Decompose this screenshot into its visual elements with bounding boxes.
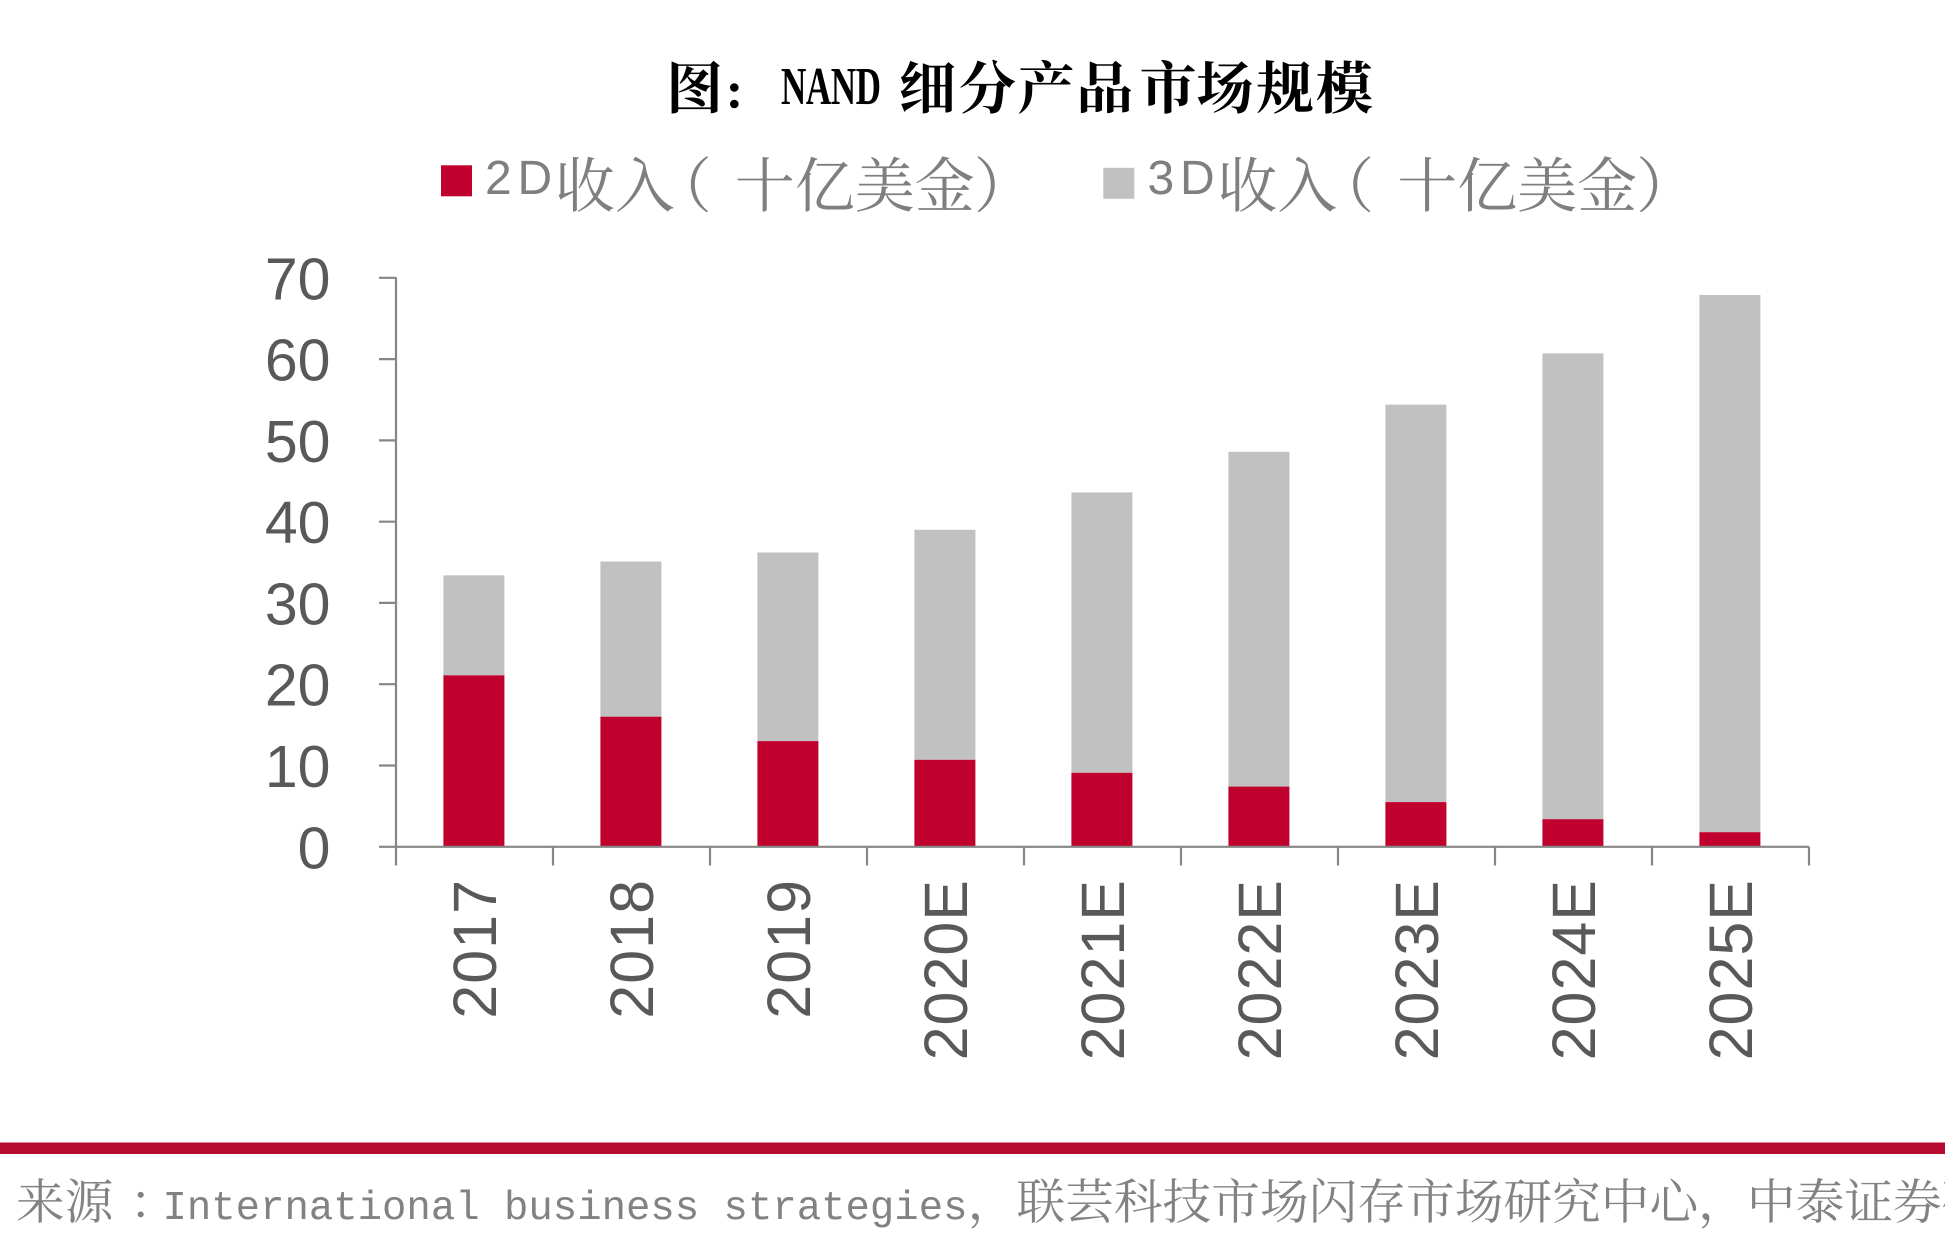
svg-text:50: 50 bbox=[265, 409, 331, 475]
svg-text:0: 0 bbox=[298, 815, 331, 881]
svg-text:30: 30 bbox=[265, 571, 331, 637]
svg-text:2023E: 2023E bbox=[1383, 879, 1451, 1060]
svg-text:2024E: 2024E bbox=[1540, 879, 1608, 1060]
svg-text:3: 3 bbox=[1148, 152, 1175, 205]
svg-text:2017: 2017 bbox=[441, 879, 509, 1019]
svg-text:70: 70 bbox=[265, 246, 331, 312]
svg-text:60: 60 bbox=[265, 328, 331, 394]
svg-text:D: D bbox=[1180, 152, 1215, 205]
svg-text:2018: 2018 bbox=[598, 879, 666, 1019]
svg-text:40: 40 bbox=[265, 490, 331, 556]
svg-text:2: 2 bbox=[485, 152, 512, 205]
svg-text:International business strateg: International business strategies bbox=[163, 1186, 968, 1232]
svg-text:2019: 2019 bbox=[755, 879, 823, 1019]
svg-text:10: 10 bbox=[265, 734, 331, 800]
svg-text:2025E: 2025E bbox=[1697, 879, 1765, 1060]
svg-text:20: 20 bbox=[265, 653, 331, 719]
svg-text:2022E: 2022E bbox=[1226, 879, 1294, 1060]
svg-text:2021E: 2021E bbox=[1069, 879, 1137, 1060]
svg-text:2020E: 2020E bbox=[912, 879, 980, 1060]
svg-text:D: D bbox=[518, 152, 553, 205]
